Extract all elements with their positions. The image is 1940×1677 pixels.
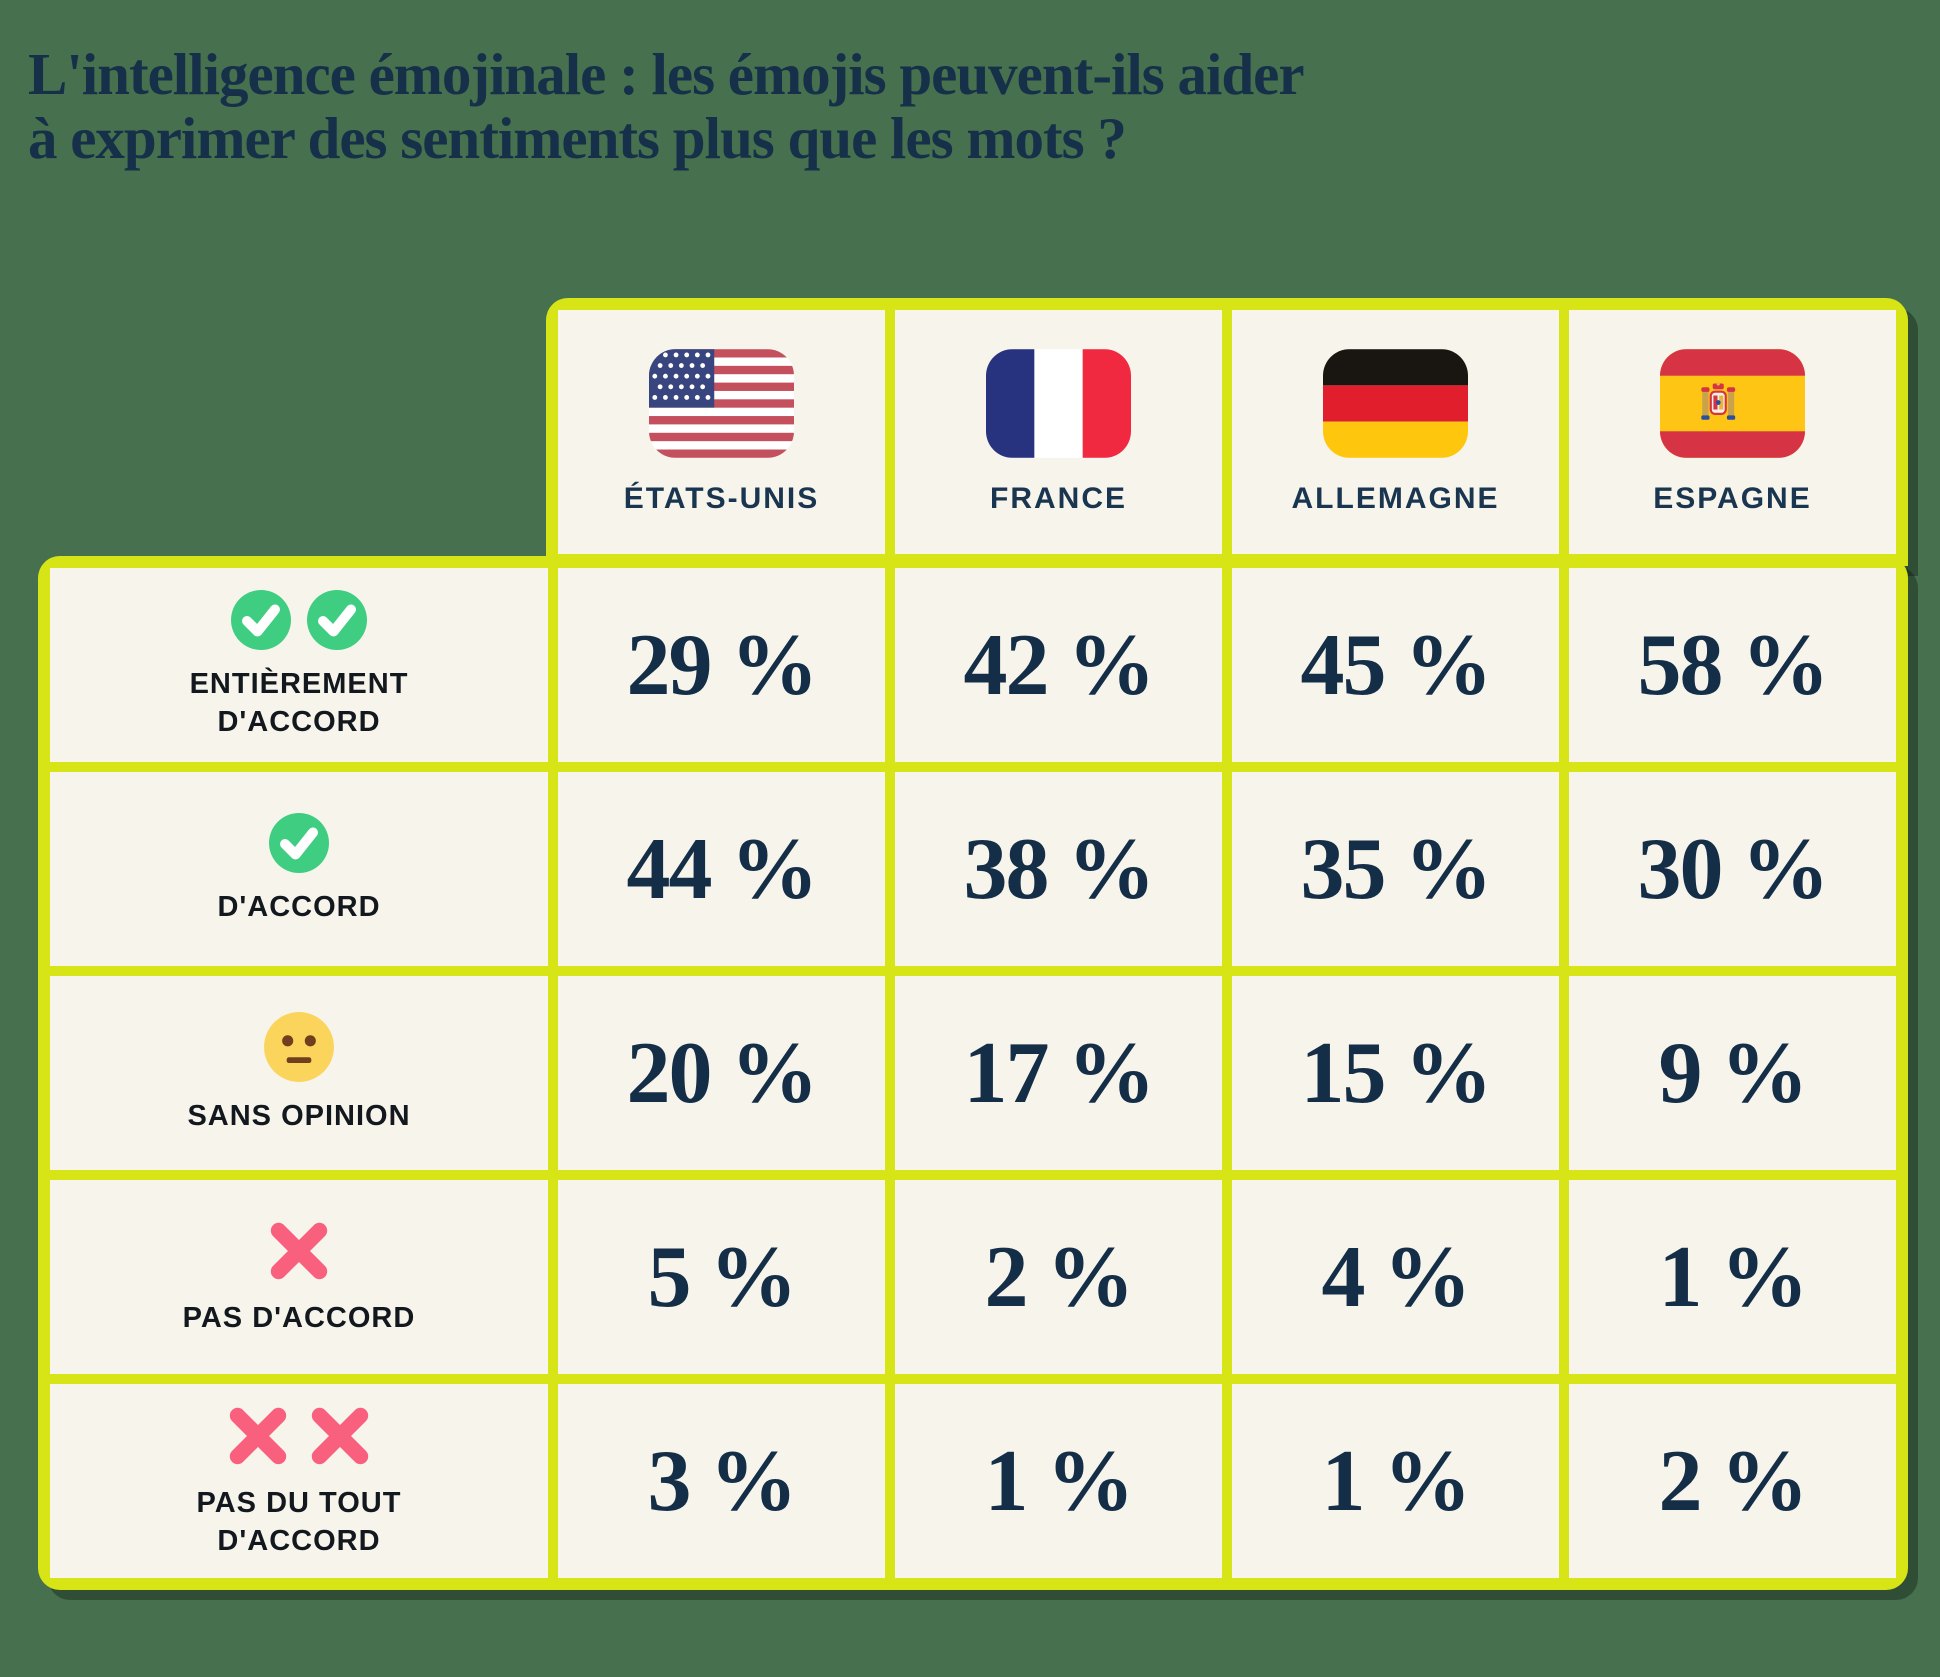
value-cell-entierement-etats-unis: 29 %	[558, 568, 885, 762]
row-header-daccord: D'ACCORD	[50, 772, 548, 966]
row-label: PAS D'ACCORD	[182, 1302, 416, 1335]
usa-flag-icon	[649, 349, 794, 458]
row-header-sans-opinion: SANS OPINION	[50, 976, 548, 1170]
header-grid: ÉTATS-UNIS FRANCE ALLEMAGNE ESPAGNE	[546, 298, 1908, 566]
value-cell-sans-opinion-allemagne: 15 %	[1232, 976, 1559, 1170]
value-cell-daccord-france: 38 %	[895, 772, 1222, 966]
value-cell-entierement-espagne: 58 %	[1569, 568, 1896, 762]
value-cell-daccord-etats-unis: 44 %	[558, 772, 885, 966]
row-icon-group	[267, 811, 331, 875]
value-cell-daccord-allemagne: 35 %	[1232, 772, 1559, 966]
row-header-entierement-daccord: ENTIÈREMENT D'ACCORD	[50, 568, 548, 762]
france-flag-icon	[986, 349, 1131, 458]
value-cell-pas-daccord-espagne: 1 %	[1569, 1180, 1896, 1374]
row-icon-group	[223, 1401, 375, 1471]
value-cell-pas-du-tout-etats-unis: 3 %	[558, 1384, 885, 1578]
column-header-allemagne: ALLEMAGNE	[1232, 310, 1559, 554]
row-label: PAS DU TOUT D'ACCORD	[196, 1487, 402, 1557]
row-icon-group	[264, 1216, 334, 1286]
value-cell-entierement-france: 42 %	[895, 568, 1222, 762]
red-cross-icon	[223, 1401, 293, 1471]
table-grid: ENTIÈREMENT D'ACCORD 29 % 42 % 45 % 58 %…	[38, 556, 1908, 1590]
value-cell-pas-daccord-allemagne: 4 %	[1232, 1180, 1559, 1374]
column-header-label: ALLEMAGNE	[1291, 481, 1500, 515]
column-header-espagne: ESPAGNE	[1569, 310, 1896, 554]
row-label: SANS OPINION	[187, 1100, 411, 1133]
red-cross-icon	[264, 1216, 334, 1286]
value-cell-sans-opinion-france: 17 %	[895, 976, 1222, 1170]
value-cell-sans-opinion-espagne: 9 %	[1569, 976, 1896, 1170]
spain-flag-icon	[1660, 349, 1805, 458]
row-icon-group	[262, 1010, 336, 1084]
value-cell-pas-du-tout-allemagne: 1 %	[1232, 1384, 1559, 1578]
row-header-pas-du-tout-daccord: PAS DU TOUT D'ACCORD	[50, 1384, 548, 1578]
value-cell-sans-opinion-etats-unis: 20 %	[558, 976, 885, 1170]
red-cross-icon	[305, 1401, 375, 1471]
table-body: ENTIÈREMENT D'ACCORD 29 % 42 % 45 % 58 %…	[38, 556, 1908, 1590]
green-check-icon	[267, 811, 331, 875]
column-header-label: FRANCE	[990, 481, 1127, 515]
page-title-line-2: à exprimer des sentiments plus que les m…	[28, 105, 1127, 172]
row-header-pas-daccord: PAS D'ACCORD	[50, 1180, 548, 1374]
green-check-icon	[229, 588, 293, 652]
row-icon-group	[229, 588, 369, 652]
value-cell-pas-du-tout-france: 1 %	[895, 1384, 1222, 1578]
green-check-icon	[305, 588, 369, 652]
page-title-line-1: L'intelligence émojinale : les émojis pe…	[28, 40, 1305, 107]
value-cell-pas-daccord-etats-unis: 5 %	[558, 1180, 885, 1374]
page-title: L'intelligence émojinale : les émojis pe…	[28, 40, 1305, 172]
value-cell-entierement-allemagne: 45 %	[1232, 568, 1559, 762]
neutral-face-icon	[264, 1012, 334, 1083]
germany-flag-icon	[1323, 349, 1468, 458]
row-label: D'ACCORD	[217, 891, 381, 924]
row-label: ENTIÈREMENT D'ACCORD	[189, 668, 409, 738]
value-cell-daccord-espagne: 30 %	[1569, 772, 1896, 966]
table-header-row: ÉTATS-UNIS FRANCE ALLEMAGNE ESPAGNE	[546, 298, 1908, 566]
column-header-label: ESPAGNE	[1653, 481, 1812, 515]
value-cell-pas-daccord-france: 2 %	[895, 1180, 1222, 1374]
column-header-label: ÉTATS-UNIS	[623, 481, 820, 515]
value-cell-pas-du-tout-espagne: 2 %	[1569, 1384, 1896, 1578]
column-header-etats-unis: ÉTATS-UNIS	[558, 310, 885, 554]
column-header-france: FRANCE	[895, 310, 1222, 554]
